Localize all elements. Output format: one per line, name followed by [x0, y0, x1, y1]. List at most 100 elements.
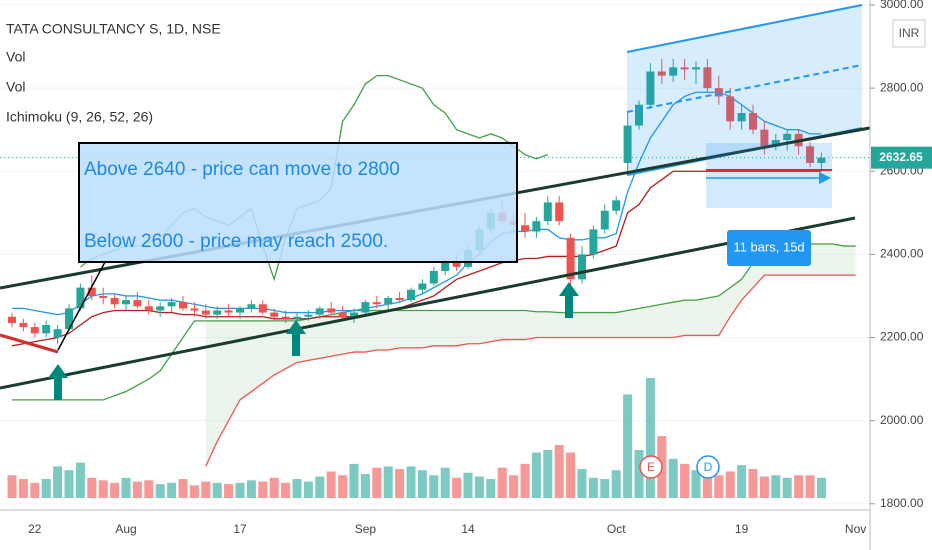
candle-body — [555, 202, 564, 222]
volume-bar — [7, 475, 17, 498]
x-tick-label: Sep — [355, 522, 377, 536]
volume-bar — [474, 476, 484, 498]
candle-body — [224, 310, 233, 313]
volume-bar — [292, 479, 302, 498]
x-tick-label: Nov — [845, 522, 866, 536]
volume-bar — [805, 475, 815, 498]
candle-body — [669, 67, 678, 76]
candle-body — [361, 302, 370, 313]
volume-bar — [497, 467, 507, 498]
last-price-label: 2632.65 — [879, 150, 923, 164]
candle-body — [8, 316, 16, 323]
candle-body — [429, 271, 438, 284]
candle-body — [247, 304, 256, 309]
earnings-marker[interactable] — [639, 455, 663, 479]
parallel-channel — [627, 5, 862, 175]
volume-bar — [623, 394, 633, 498]
volume-bar — [315, 476, 325, 498]
candle-body — [372, 302, 381, 305]
candle-body — [236, 308, 244, 313]
y-tick-label: 2000.00 — [880, 413, 924, 427]
candle-body — [110, 298, 119, 305]
volume-bar — [588, 477, 598, 498]
volume-bar — [600, 479, 610, 498]
volume-bar — [577, 468, 587, 498]
volume-bar — [520, 463, 530, 498]
volume-bar — [668, 458, 678, 498]
volume-bar — [258, 481, 268, 498]
y-tick-label: 1800.00 — [880, 496, 924, 510]
volume-bar — [167, 482, 177, 498]
axes: 1800.002000.002200.002400.002600.002800.… — [28, 0, 932, 536]
candle-body — [167, 302, 176, 307]
candle-body — [623, 125, 632, 163]
indicator-line — [205, 274, 856, 467]
y-tick-label: 3000.00 — [880, 0, 924, 11]
candle-body — [692, 67, 700, 70]
up-arrow — [559, 282, 579, 318]
volume-bar — [417, 470, 427, 498]
plot-area — [0, 59, 870, 498]
candle-body — [293, 316, 301, 319]
volume-bar — [281, 482, 291, 498]
volume-bar — [406, 466, 416, 498]
volume-bar — [212, 482, 222, 498]
range-label-box — [727, 230, 811, 266]
candle-body — [760, 129, 769, 147]
volume-bar — [509, 475, 519, 498]
candle-body — [156, 306, 165, 311]
candle-body — [179, 302, 187, 309]
candle-body — [315, 308, 324, 315]
volume-bar — [725, 471, 735, 498]
volume-bar — [18, 479, 28, 498]
black-trend-line — [57, 261, 106, 351]
volume-bar — [702, 472, 712, 498]
candle-body — [65, 308, 73, 330]
y-tick-label: 2800.00 — [880, 80, 924, 94]
volume-bar — [737, 465, 747, 498]
candle-body — [521, 225, 529, 232]
x-tick-label: 19 — [735, 522, 749, 536]
candle-body — [600, 210, 609, 230]
candle-body — [703, 67, 712, 89]
candle-body — [635, 104, 643, 126]
annotation-text: Below 2600 - price may reach 2500. — [84, 231, 388, 252]
annotation-box — [78, 142, 518, 263]
candle-body — [395, 298, 404, 301]
x-tick-label: 17 — [233, 522, 247, 536]
currency-box[interactable] — [892, 19, 926, 48]
volume-bar — [748, 468, 758, 498]
volume-bar — [235, 482, 245, 498]
volume-bar — [714, 475, 724, 498]
candle-body — [281, 316, 290, 319]
earnings-label: E — [647, 460, 655, 474]
indicator-label: Vol — [6, 49, 25, 65]
candle-body — [589, 229, 598, 255]
volume-bar — [566, 452, 576, 498]
up-arrow — [286, 320, 306, 356]
cloud-fill — [205, 243, 856, 467]
candle-body — [737, 113, 746, 122]
volume-bar — [816, 477, 826, 498]
up-arrow — [48, 364, 68, 400]
annotation-text: Above 2640 - price can move to 2800 — [84, 159, 400, 180]
volume-bar — [155, 484, 165, 498]
date-range-box — [706, 143, 832, 208]
x-tick-label: Oct — [607, 522, 626, 536]
candle-body — [144, 306, 153, 311]
candle-body — [543, 202, 552, 222]
volume-bar — [110, 482, 120, 498]
dividend-marker[interactable] — [696, 455, 720, 479]
candle-body — [657, 71, 666, 76]
volume-bar — [178, 479, 188, 498]
candle-body — [771, 140, 780, 147]
x-tick-label: 14 — [461, 522, 475, 536]
volume-bar — [463, 472, 473, 498]
candle-body — [714, 88, 723, 97]
candle-body — [122, 300, 130, 305]
volume-bar — [486, 479, 496, 498]
volume-bar — [554, 444, 564, 498]
range-label: 11 bars, 15d — [733, 239, 804, 254]
